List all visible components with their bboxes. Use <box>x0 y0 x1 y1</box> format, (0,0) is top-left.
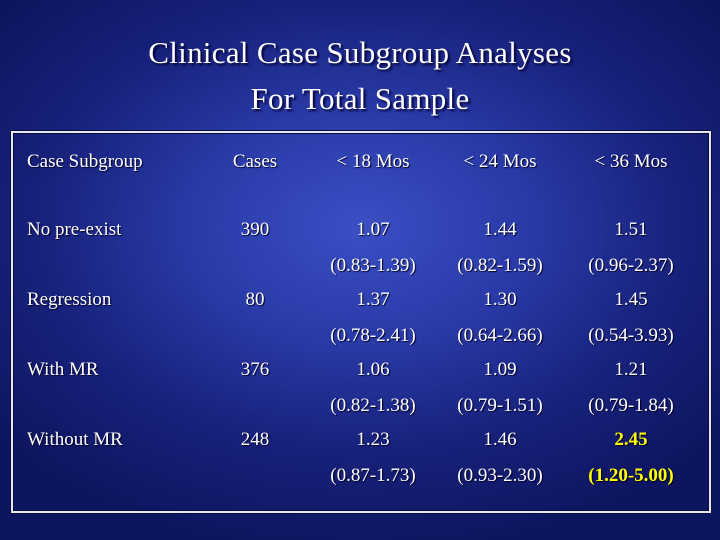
row-cases: 248 <box>240 429 270 450</box>
row-36-value: 1.21 <box>614 359 648 380</box>
header-cases: Cases <box>232 151 278 172</box>
row-36-value: 1.45 <box>614 289 648 310</box>
header-36-mos: < 36 Mos <box>594 151 668 172</box>
row-36-ci: (0.54-3.93) <box>588 325 674 346</box>
row-18-ci: (0.78-2.41) <box>330 325 416 346</box>
row-24-value: 1.09 <box>483 359 517 380</box>
row-36-value-highlighted: 2.45 <box>614 429 648 450</box>
row-24-ci: (0.79-1.51) <box>457 395 543 416</box>
row-36-ci: (0.79-1.84) <box>588 395 674 416</box>
slide-title: Clinical Case Subgroup Analyses For Tota… <box>0 30 720 122</box>
row-subgroup: No pre-exist <box>27 219 122 240</box>
row-cases: 80 <box>245 289 265 310</box>
title-line-1: Clinical Case Subgroup Analyses <box>148 35 572 70</box>
row-18-value: 1.07 <box>356 219 390 240</box>
row-24-value: 1.30 <box>483 289 517 310</box>
row-24-value: 1.46 <box>483 429 517 450</box>
row-subgroup: With MR <box>27 359 99 380</box>
row-18-value: 1.37 <box>356 289 390 310</box>
row-24-ci: (0.64-2.66) <box>457 325 543 346</box>
row-24-ci: (0.82-1.59) <box>457 255 543 276</box>
row-18-ci: (0.83-1.39) <box>330 255 416 276</box>
row-subgroup: Regression <box>27 289 112 310</box>
row-24-value: 1.44 <box>483 219 517 240</box>
row-36-value: 1.51 <box>614 219 648 240</box>
row-24-ci: (0.93-2.30) <box>457 465 543 486</box>
row-cases: 390 <box>240 219 270 240</box>
row-18-value: 1.23 <box>356 429 390 450</box>
row-18-ci: (0.87-1.73) <box>330 465 416 486</box>
table-frame: Case Subgroup Cases < 18 Mos < 24 Mos < … <box>11 131 711 513</box>
header-18-mos: < 18 Mos <box>336 151 410 172</box>
row-36-ci-highlighted: (1.20-5.00) <box>588 465 674 486</box>
row-cases: 376 <box>240 359 270 380</box>
row-subgroup: Without MR <box>27 429 123 450</box>
title-line-2: For Total Sample <box>250 81 470 116</box>
row-18-value: 1.06 <box>356 359 390 380</box>
row-36-ci: (0.96-2.37) <box>588 255 674 276</box>
header-24-mos: < 24 Mos <box>463 151 537 172</box>
header-case-subgroup: Case Subgroup <box>27 151 143 172</box>
row-18-ci: (0.82-1.38) <box>330 395 416 416</box>
